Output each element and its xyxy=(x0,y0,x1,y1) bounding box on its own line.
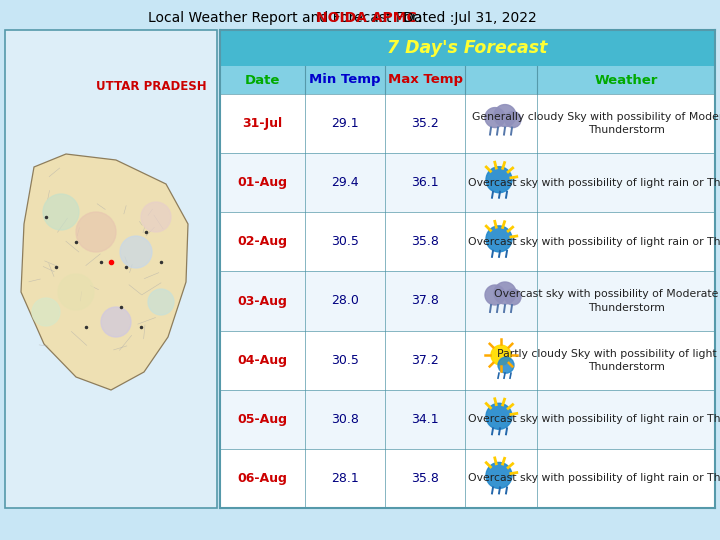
Text: Overcast sky with possibility of light rain or Thunderstorm: Overcast sky with possibility of light r… xyxy=(468,414,720,424)
Text: Partly cloudy Sky with possibility of light rain or
Thunderstorm: Partly cloudy Sky with possibility of li… xyxy=(497,348,720,372)
Circle shape xyxy=(43,194,79,230)
Text: Weather: Weather xyxy=(594,73,657,86)
Text: 01-Aug: 01-Aug xyxy=(238,176,287,189)
Text: 37.2: 37.2 xyxy=(411,354,439,367)
Text: Dated :Jul 31, 2022: Dated :Jul 31, 2022 xyxy=(390,11,536,25)
Text: 35.2: 35.2 xyxy=(411,117,439,130)
Text: Max Temp: Max Temp xyxy=(387,73,462,86)
Circle shape xyxy=(32,298,60,326)
Text: 30.8: 30.8 xyxy=(331,413,359,426)
Circle shape xyxy=(148,289,174,315)
Circle shape xyxy=(486,167,512,193)
Circle shape xyxy=(141,202,171,232)
Text: Generally cloudy Sky with possibility of Moderate rain or
Thunderstorm: Generally cloudy Sky with possibility of… xyxy=(472,112,720,135)
Circle shape xyxy=(58,274,94,310)
Text: Local Weather Report and Forecast For:: Local Weather Report and Forecast For: xyxy=(148,11,426,25)
Text: UTTAR PRADESH: UTTAR PRADESH xyxy=(96,80,207,93)
Text: Date: Date xyxy=(245,73,280,86)
Circle shape xyxy=(505,289,521,305)
FancyBboxPatch shape xyxy=(220,272,715,330)
Text: 02-Aug: 02-Aug xyxy=(238,235,287,248)
Circle shape xyxy=(486,462,512,488)
Text: 37.8: 37.8 xyxy=(411,294,439,307)
FancyBboxPatch shape xyxy=(220,330,715,390)
Text: 05-Aug: 05-Aug xyxy=(238,413,287,426)
FancyBboxPatch shape xyxy=(220,153,715,212)
Circle shape xyxy=(76,212,116,252)
Circle shape xyxy=(494,282,516,304)
Text: 31-Jul: 31-Jul xyxy=(243,117,282,130)
Text: 35.8: 35.8 xyxy=(411,235,439,248)
Text: 29.1: 29.1 xyxy=(331,117,359,130)
Circle shape xyxy=(485,107,505,127)
Circle shape xyxy=(505,112,521,127)
Text: Min Temp: Min Temp xyxy=(310,73,381,86)
Polygon shape xyxy=(21,154,188,390)
Text: 30.5: 30.5 xyxy=(331,235,359,248)
Circle shape xyxy=(498,357,514,373)
Text: 36.1: 36.1 xyxy=(411,176,438,189)
Text: 35.8: 35.8 xyxy=(411,472,439,485)
Circle shape xyxy=(494,105,516,126)
Text: 28.1: 28.1 xyxy=(331,472,359,485)
Text: 30.5: 30.5 xyxy=(331,354,359,367)
Text: NOIDA APMC: NOIDA APMC xyxy=(316,11,417,25)
FancyBboxPatch shape xyxy=(220,449,715,508)
Circle shape xyxy=(101,307,131,337)
FancyBboxPatch shape xyxy=(220,212,715,272)
Text: 03-Aug: 03-Aug xyxy=(238,294,287,307)
Text: Overcast sky with possibility of Moderate rain or
Thunderstorm: Overcast sky with possibility of Moderat… xyxy=(494,289,720,313)
FancyBboxPatch shape xyxy=(220,30,715,66)
Text: 04-Aug: 04-Aug xyxy=(238,354,287,367)
Circle shape xyxy=(120,236,152,268)
Circle shape xyxy=(486,403,512,429)
Circle shape xyxy=(491,345,511,365)
FancyBboxPatch shape xyxy=(220,30,715,508)
Circle shape xyxy=(486,226,512,252)
FancyBboxPatch shape xyxy=(220,390,715,449)
Text: 7 Day's Forecast: 7 Day's Forecast xyxy=(387,39,548,57)
Text: 29.4: 29.4 xyxy=(331,176,359,189)
FancyBboxPatch shape xyxy=(220,94,715,153)
FancyBboxPatch shape xyxy=(220,66,715,94)
Circle shape xyxy=(485,285,505,305)
Text: 34.1: 34.1 xyxy=(411,413,438,426)
Text: Overcast sky with possibility of light rain or Thunderstorm: Overcast sky with possibility of light r… xyxy=(468,237,720,247)
Text: 28.0: 28.0 xyxy=(331,294,359,307)
Text: Overcast sky with possibility of light rain or Thunderstorm: Overcast sky with possibility of light r… xyxy=(468,178,720,188)
Text: Overcast sky with possibility of light rain or Thunderstorm: Overcast sky with possibility of light r… xyxy=(468,474,720,483)
Text: 06-Aug: 06-Aug xyxy=(238,472,287,485)
FancyBboxPatch shape xyxy=(5,30,217,508)
